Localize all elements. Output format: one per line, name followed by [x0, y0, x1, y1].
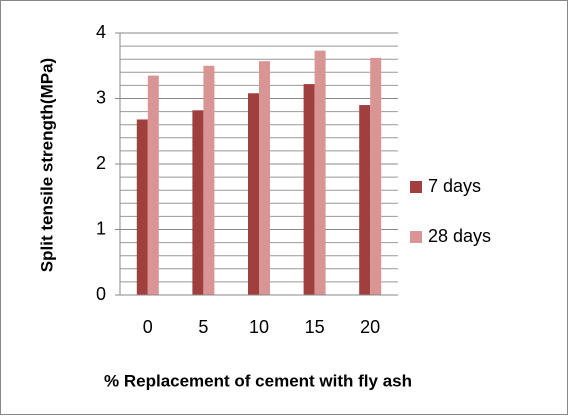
- bar: [192, 110, 204, 295]
- y-tick-label: 2: [96, 153, 106, 173]
- bar: [303, 84, 315, 295]
- y-axis-title: Split tensile strength(MPa): [37, 58, 56, 272]
- y-tick-label: 1: [96, 218, 106, 238]
- bar: [314, 50, 326, 296]
- y-tick-label: 3: [96, 87, 106, 107]
- x-tick-label: 15: [305, 317, 325, 337]
- bar: [147, 75, 159, 295]
- bar: [259, 61, 270, 295]
- x-tick-label: 0: [143, 317, 153, 337]
- legend-swatch: [410, 231, 422, 243]
- bar: [370, 57, 382, 295]
- legend-label: 7 days: [428, 176, 481, 196]
- legend-label: 28 days: [428, 226, 491, 246]
- x-tick-label: 10: [249, 317, 269, 337]
- bar: [203, 65, 215, 295]
- bar: [359, 105, 371, 295]
- bar: [136, 119, 148, 296]
- legend-swatch: [410, 181, 422, 193]
- bar: [248, 93, 259, 295]
- y-tick-label: 4: [96, 22, 106, 42]
- y-tick-label: 0: [96, 284, 106, 304]
- x-tick-label: 20: [360, 317, 380, 337]
- x-axis-title: % Replacement of cement with fly ash: [104, 371, 412, 390]
- x-tick-label: 5: [198, 317, 208, 337]
